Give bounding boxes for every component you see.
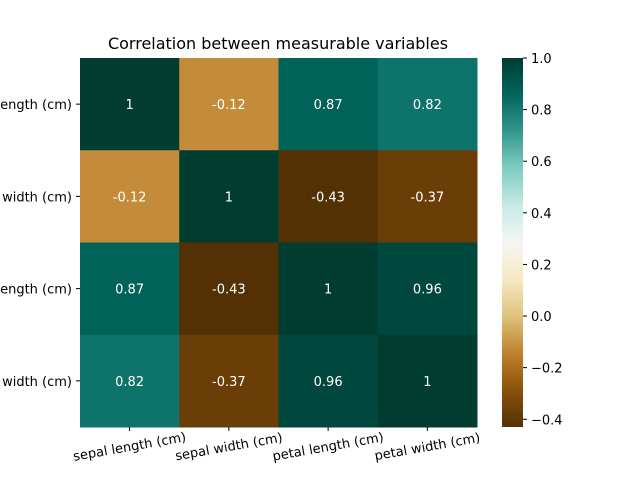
cell-annotation: -0.12 [212, 98, 246, 113]
heatmap-cell [179, 334, 279, 428]
heatmap-cell [80, 242, 180, 336]
cell-annotation: 1 [423, 375, 431, 390]
x-tick-label: petal length (cm) [271, 430, 384, 464]
heatmap-cell [80, 58, 180, 151]
colorbar-tick-label: 0.0 [531, 310, 552, 325]
cell-annotation: -0.12 [113, 190, 147, 205]
cell-annotation: 0.87 [314, 98, 343, 113]
colorbar-tick-label: 1.0 [531, 52, 552, 67]
colorbar-tick-label: 0.2 [531, 258, 552, 273]
colorbar: 1.0 0.8 0.6 0.4 0.2 0.0 −0.2 −0.4 [502, 52, 563, 428]
colorbar-tick-label: −0.4 [531, 413, 563, 428]
y-tick-label: width (cm) [2, 190, 72, 205]
colorbar-tick-label: −0.2 [531, 362, 563, 377]
heatmap-cell [179, 58, 279, 151]
x-axis: sepal length (cm)sepal width (cm)petal l… [72, 427, 481, 465]
cell-annotation: -0.43 [311, 190, 345, 205]
cell-annotations: 1 -0.12 0.87 0.82 -0.12 1 -0.43 -0.37 0.87 -0.43 1… [113, 98, 444, 390]
chart-title: Correlation between measurable variables [108, 34, 448, 53]
heatmap-cell [179, 150, 279, 243]
colorbar-tick-label: 0.6 [531, 155, 552, 170]
cell-annotation: -0.43 [212, 283, 246, 298]
cell-annotation: 0.96 [413, 283, 442, 298]
colorbar-gradient [502, 58, 523, 427]
cell-annotation: 1 [324, 283, 332, 298]
y-tick-label: ength (cm) [0, 283, 72, 298]
heatmap-cell [377, 334, 478, 428]
colorbar-tick-label: 0.4 [531, 207, 552, 222]
heatmap-cell [80, 150, 180, 243]
heatmap-cell [80, 334, 180, 428]
cell-annotation: 0.87 [115, 283, 144, 298]
y-tick-label: width (cm) [2, 375, 72, 390]
cell-annotation: 1 [225, 190, 233, 205]
heatmap-cell [377, 58, 478, 151]
cell-annotation: -0.37 [411, 190, 445, 205]
y-tick-label: ength (cm) [0, 98, 72, 113]
x-tick-label: sepal width (cm) [174, 431, 284, 465]
x-tick-label: petal width (cm) [373, 431, 481, 464]
heatmap-cell [278, 150, 379, 243]
heatmap-cell [377, 242, 478, 336]
cell-annotation: 0.82 [413, 98, 442, 113]
heatmap-cell [278, 58, 379, 151]
colorbar-tick-label: 0.8 [531, 104, 552, 119]
heatmap-cell [377, 150, 478, 243]
cell-annotation: 0.96 [314, 375, 343, 390]
heatmap-cell [179, 242, 279, 336]
heatmap-cells [80, 58, 478, 428]
heatmap-cell [278, 334, 379, 428]
x-tick-label: sepal length (cm) [72, 430, 187, 465]
heatmap-cell [278, 242, 379, 336]
cell-annotation: -0.37 [212, 375, 246, 390]
y-axis: ength (cm) width (cm) ength (cm) width (cm) [0, 98, 80, 390]
cell-annotation: 0.82 [115, 375, 144, 390]
cell-annotation: 1 [125, 98, 133, 113]
